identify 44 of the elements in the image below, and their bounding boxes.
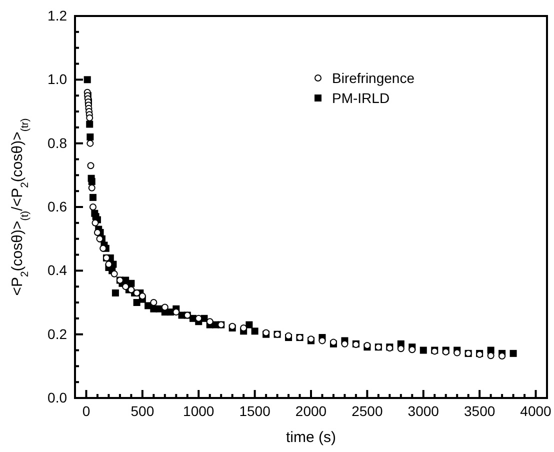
point	[161, 304, 168, 311]
point	[397, 345, 404, 352]
point	[86, 114, 94, 122]
point	[341, 340, 348, 348]
point	[150, 299, 158, 306]
y-tick-label: 0.0	[48, 389, 68, 406]
point	[122, 283, 130, 290]
legend-label: PM-IRLD	[332, 90, 390, 106]
point	[86, 140, 94, 147]
point	[94, 228, 101, 236]
point	[195, 314, 202, 322]
y-tick-label: 1.2	[48, 7, 68, 24]
legend-label: Birefringence	[332, 70, 415, 86]
point	[128, 286, 135, 294]
x-tick-label: 1500	[239, 402, 271, 419]
point	[110, 270, 118, 278]
point	[92, 219, 99, 226]
x-tick-label: 1000	[183, 402, 214, 419]
y-tick-label: 0.6	[48, 198, 68, 214]
x-tick-label: 500	[130, 402, 154, 419]
x-tick-label: 0	[82, 402, 90, 419]
point	[454, 349, 461, 356]
y-tick-label: 0.8	[48, 134, 68, 151]
point	[408, 346, 416, 354]
x-tick-label: 2000	[295, 402, 327, 419]
x-tick-label: 3500	[464, 402, 496, 419]
y-tick-label: 0.2	[48, 326, 68, 342]
point	[487, 352, 494, 360]
point	[206, 318, 214, 326]
point	[240, 324, 248, 332]
x-axis-title: time (s)	[286, 429, 336, 446]
point	[318, 337, 326, 344]
x-tick-label: 4000	[520, 402, 552, 419]
point	[100, 244, 107, 252]
point	[87, 162, 94, 170]
x-tick-label: 3000	[408, 402, 440, 419]
point	[172, 308, 180, 316]
point	[105, 260, 112, 268]
y-tick-label: 1.0	[48, 71, 68, 88]
point	[88, 184, 96, 192]
point	[138, 292, 146, 300]
point	[89, 204, 96, 210]
x-tick-label: 2500	[352, 402, 383, 419]
y-tick-label: 0.4	[48, 262, 68, 278]
